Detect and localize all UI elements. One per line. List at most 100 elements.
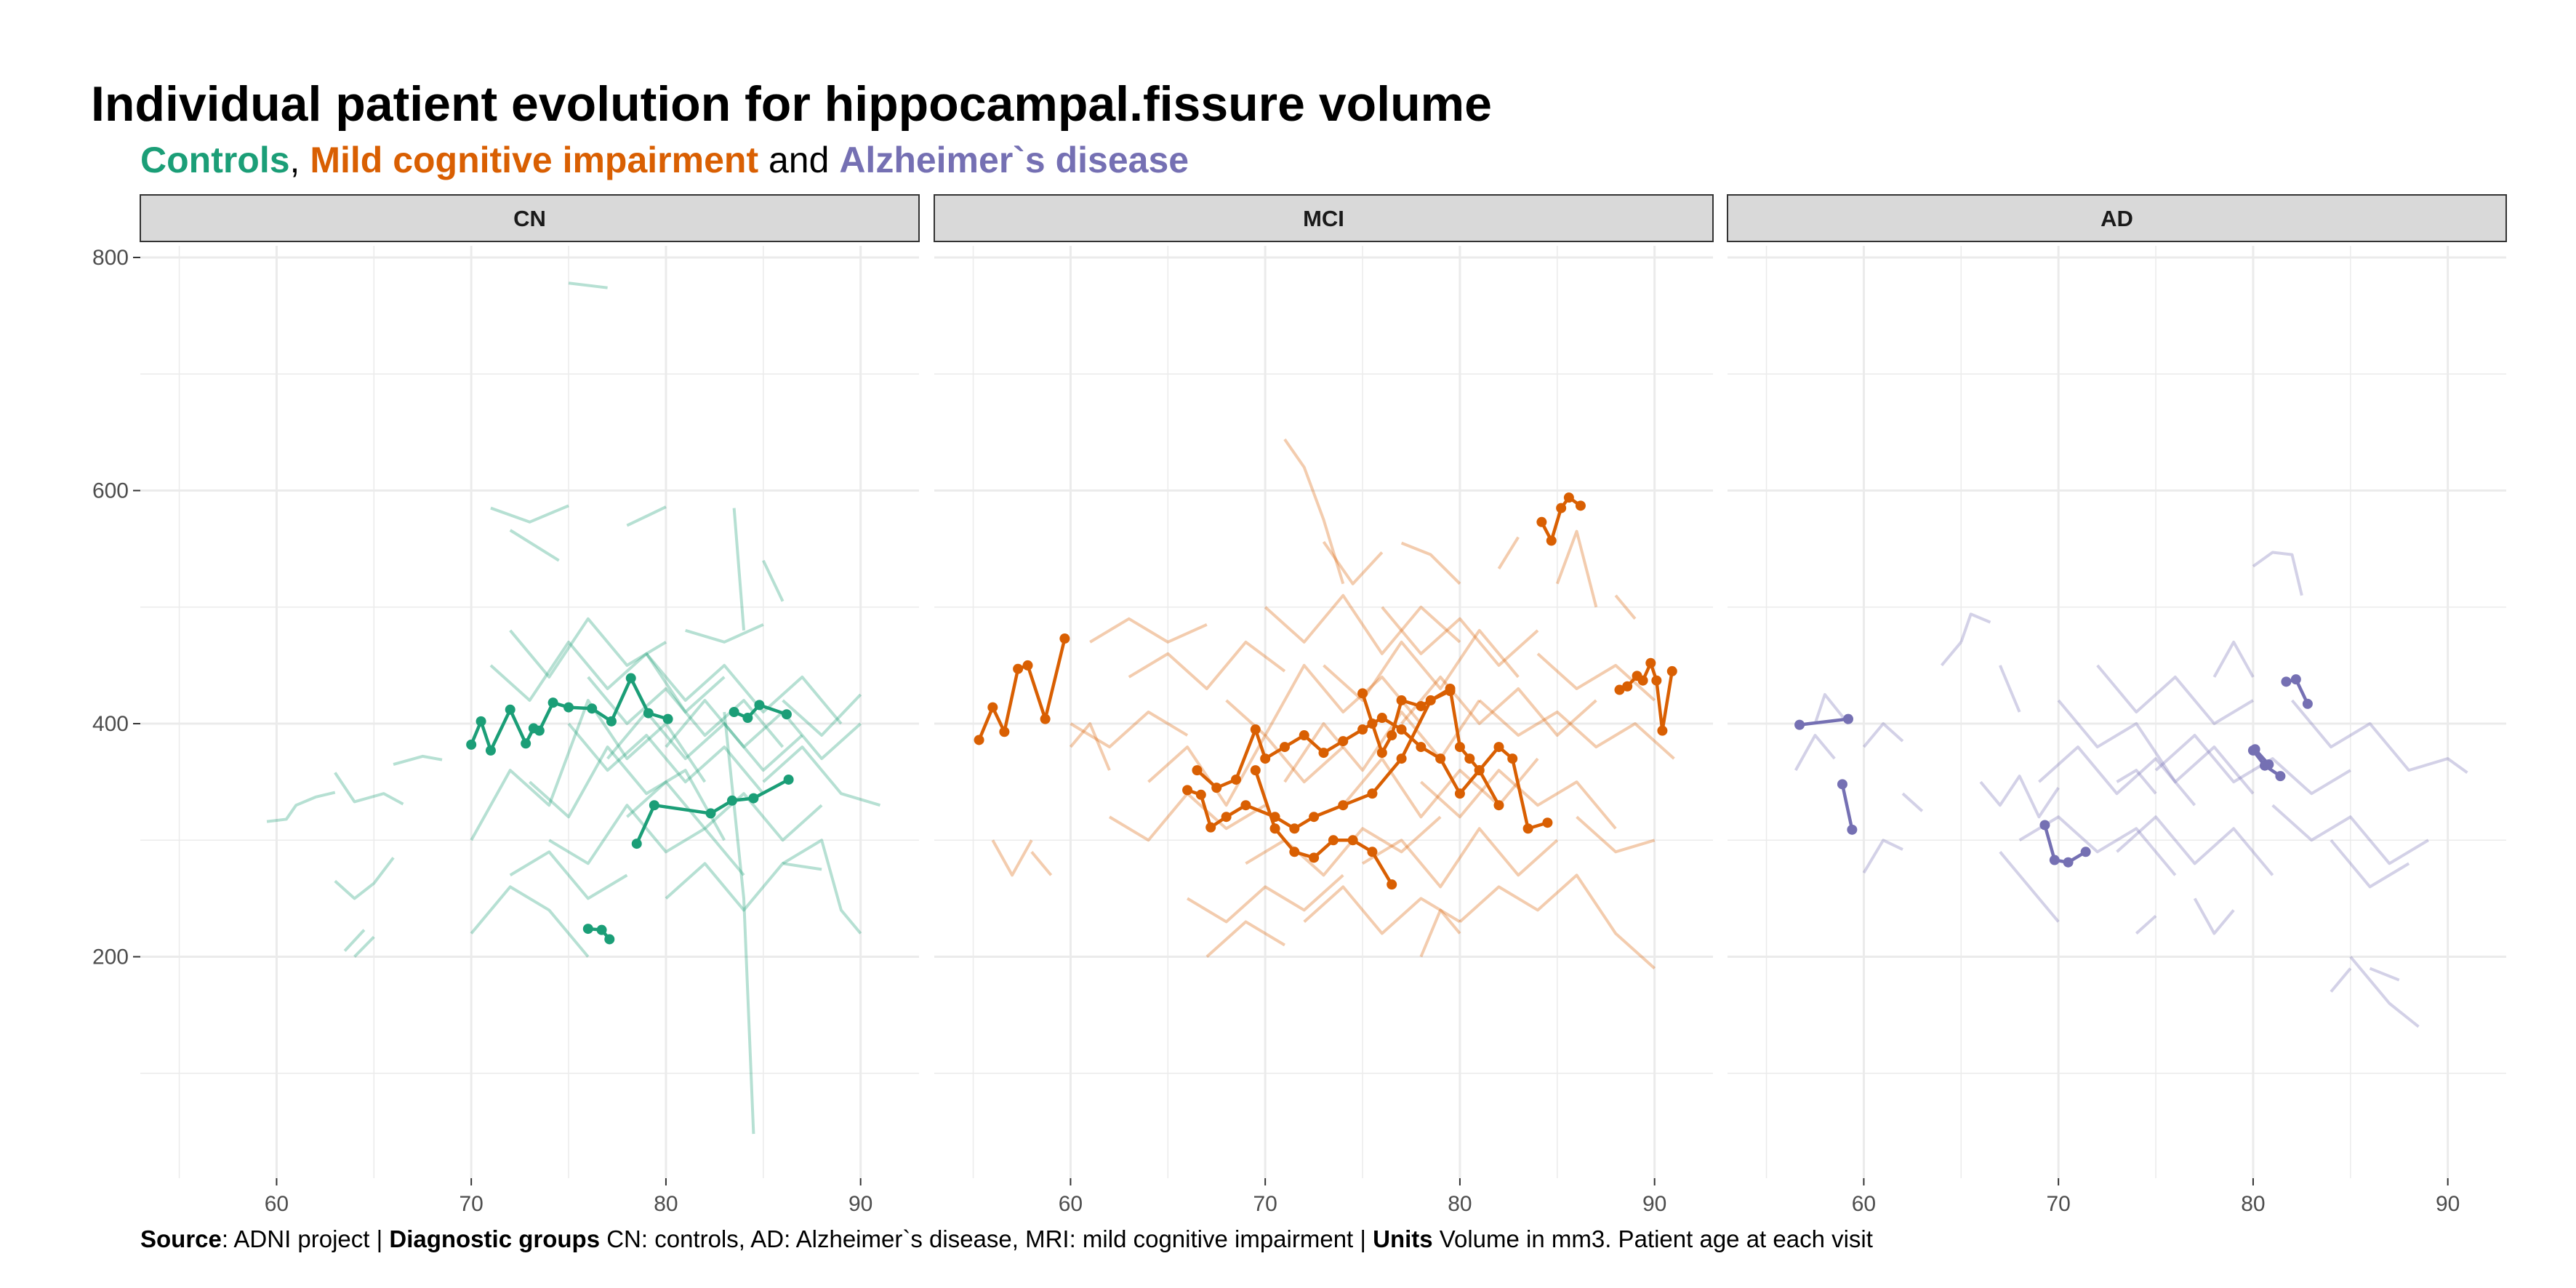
patient-trajectory: [393, 754, 443, 767]
data-point: [1614, 684, 1625, 695]
patient-trajectory: [991, 839, 1033, 877]
data-point: [606, 716, 617, 727]
x-tick-label: 60: [265, 1192, 289, 1216]
data-point: [649, 800, 659, 811]
data-point: [1289, 847, 1300, 857]
patient-trajectory: [1999, 851, 2060, 923]
patient-trajectory: [762, 745, 881, 807]
data-point: [1637, 675, 1648, 686]
patient-trajectory: [2330, 967, 2352, 993]
data-point: [547, 697, 558, 708]
data-point: [2080, 847, 2091, 857]
y-tick-label: 600: [92, 479, 129, 503]
data-point: [974, 735, 984, 745]
patient-trajectory: [1187, 873, 1344, 924]
data-point: [729, 707, 739, 717]
patient-trajectory: [645, 652, 843, 725]
caption-source-label: Source: [140, 1225, 222, 1252]
patient-trajectory: [1940, 641, 1962, 667]
highlighted-trajectory: [1840, 783, 1854, 831]
patient-trajectory: [353, 935, 375, 958]
caption-units-text: Volume in mm3. Patient age at each visit: [1433, 1225, 1873, 1252]
patient-trajectory: [567, 722, 765, 795]
data-point: [754, 700, 765, 711]
chart-caption: Source: ADNI project | Diagnostic groups…: [140, 1225, 1873, 1252]
patient-trajectory: [568, 281, 608, 289]
facet-label-mci: MCI: [1303, 206, 1344, 231]
facet-label-cn: CN: [513, 206, 546, 231]
subtitle-separator-1: ,: [290, 140, 310, 180]
patient-trajectory: [489, 640, 726, 713]
patient-trajectory: [509, 529, 560, 562]
patient-trajectory: [1813, 692, 1850, 725]
data-point: [2063, 857, 2074, 868]
data-point: [1260, 753, 1271, 764]
data-point: [1279, 742, 1290, 753]
patient-trajectory: [2212, 640, 2255, 678]
highlighted-series-ad: [1794, 674, 2313, 868]
patient-trajectory: [2349, 956, 2420, 1028]
data-point: [1464, 753, 1475, 764]
data-point: [1493, 742, 1504, 753]
data-point: [1396, 695, 1407, 705]
data-point: [781, 709, 792, 720]
highlighted-series-cn: [466, 673, 794, 945]
data-point: [1367, 719, 1378, 729]
data-point: [1445, 683, 1456, 694]
data-point: [1309, 812, 1320, 823]
patient-trajectory: [782, 693, 862, 737]
patient-trajectory: [1555, 529, 1598, 608]
patient-trajectory: [1478, 699, 1675, 760]
patient-trajectory: [1362, 827, 1559, 889]
patient-trajectory: [606, 711, 803, 772]
patient-trajectory: [1069, 722, 1111, 771]
data-point: [534, 725, 545, 736]
patient-trajectory: [1283, 438, 1345, 585]
patient-trajectory: [587, 676, 785, 748]
data-point: [742, 713, 753, 724]
subtitle-ad: Alzheimer`s disease: [839, 140, 1189, 180]
data-point: [631, 839, 642, 849]
data-point: [783, 774, 794, 785]
data-point: [987, 702, 998, 713]
patient-trajectory: [1901, 792, 1924, 812]
patient-trajectory: [1381, 606, 1539, 667]
patient-trajectory: [723, 711, 755, 1135]
data-point: [1435, 753, 1446, 764]
patient-trajectory: [1030, 851, 1053, 876]
data-point: [1250, 765, 1261, 776]
data-point: [1059, 633, 1070, 644]
y-axis: 200 400 600 800: [92, 246, 140, 969]
patient-trajectory: [1128, 640, 1286, 690]
patient-trajectory: [1400, 541, 1461, 585]
data-point: [1013, 663, 1024, 674]
data-point: [1376, 713, 1387, 724]
data-point: [2302, 698, 2313, 709]
data-point: [1195, 789, 1206, 800]
highlighted-trajectory: [470, 676, 669, 753]
patient-trajectory: [1264, 593, 1461, 655]
patient-trajectory: [334, 772, 404, 806]
patient-trajectory: [1341, 757, 1539, 819]
patient-trajectory: [1070, 711, 1189, 749]
patient-trajectory: [1322, 540, 1384, 585]
panels: CN 60 70 80 90 MCI 60 70 80 90 AD 60 70 80 90: [140, 194, 2507, 1216]
x-tick-label: 70: [2046, 1192, 2070, 1216]
data-point: [1328, 835, 1339, 846]
data-point: [1387, 730, 1397, 741]
patient-trajectory: [2290, 699, 2468, 774]
caption-source-text: : ADNI project |: [222, 1225, 389, 1252]
data-point: [1622, 681, 1633, 692]
data-point: [2049, 855, 2060, 865]
patient-trajectory: [266, 791, 336, 823]
data-point: [999, 727, 1010, 737]
data-point: [1666, 665, 1677, 676]
facet-strip-cn: [140, 194, 920, 242]
patient-trajectory: [2330, 839, 2410, 889]
patient-trajectory: [1089, 617, 1208, 644]
data-point: [604, 934, 615, 945]
x-axis-cn: 60 70 80 90: [265, 1178, 872, 1216]
patient-trajectory: [1576, 815, 1656, 854]
patient-trajectory: [1323, 628, 1520, 702]
